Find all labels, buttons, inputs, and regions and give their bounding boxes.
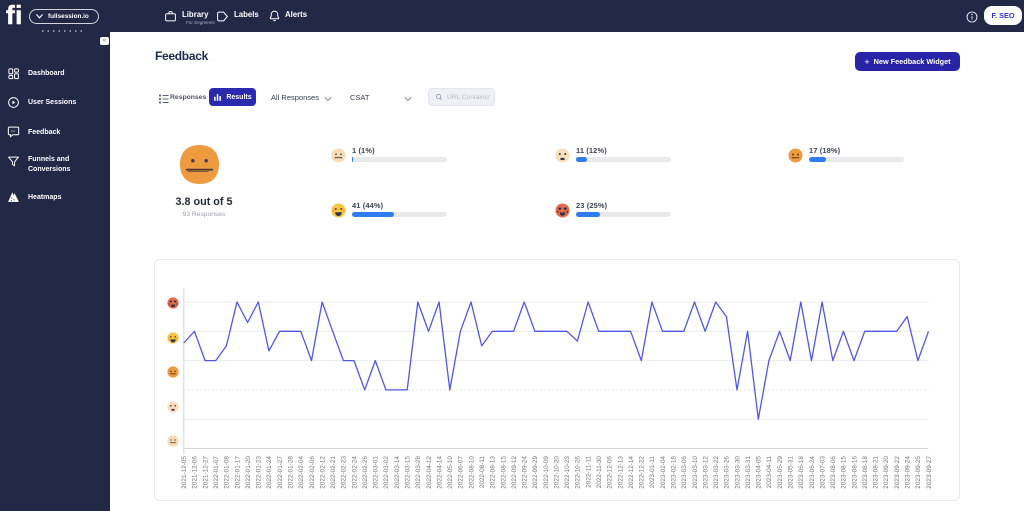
svg-text:2022-08-11: 2022-08-11	[479, 456, 486, 489]
svg-text:2022-01-07: 2022-01-07	[213, 456, 220, 489]
svg-text:2022-11-30: 2022-11-30	[596, 456, 603, 489]
svg-text:2023-06-18: 2023-06-18	[798, 456, 805, 489]
svg-text:2022-04-14: 2022-04-14	[436, 456, 443, 489]
svg-text:2023-09-25: 2023-09-25	[915, 456, 922, 489]
svg-text:2022-06-07: 2022-06-07	[458, 456, 465, 489]
svg-text:2022-01-17: 2022-01-17	[234, 456, 241, 489]
svg-text:2022-03-14: 2022-03-14	[394, 456, 401, 489]
svg-text:2023-05-29: 2023-05-29	[777, 456, 784, 489]
svg-text:2023-09-27: 2023-09-27	[926, 456, 933, 489]
svg-text:2022-12-22: 2022-12-22	[639, 456, 646, 489]
svg-text:2022-02-06: 2022-02-06	[309, 456, 316, 489]
svg-text:2023-02-04: 2023-02-04	[660, 456, 667, 489]
svg-text:2022-10-09: 2022-10-09	[543, 456, 550, 489]
svg-text:2022-02-21: 2022-02-21	[330, 456, 337, 489]
svg-text:2022-01-24: 2022-01-24	[266, 456, 273, 489]
svg-text:2023-09-22: 2023-09-22	[894, 456, 901, 489]
svg-text:2023-06-24: 2023-06-24	[809, 456, 816, 489]
svg-text:2022-10-23: 2022-10-23	[564, 456, 571, 489]
svg-text:2022-01-20: 2022-01-20	[245, 456, 252, 489]
svg-text:2022-08-15: 2022-08-15	[500, 456, 507, 489]
svg-text:2022-11-11: 2022-11-11	[585, 456, 592, 488]
svg-text:2022-08-13: 2022-08-13	[490, 456, 497, 489]
svg-text:2022-01-08: 2022-01-08	[224, 456, 231, 489]
svg-text:2023-08-15: 2023-08-15	[841, 456, 848, 489]
svg-text:2023-08-18: 2023-08-18	[862, 456, 869, 489]
svg-text:2023-04-11: 2023-04-11	[766, 456, 773, 489]
svg-text:2023-01-11: 2023-01-11	[649, 456, 656, 489]
svg-text:2023-03-12: 2023-03-12	[702, 456, 709, 489]
svg-text:2023-08-06: 2023-08-06	[830, 456, 837, 489]
svg-text:2022-12-14: 2022-12-14	[628, 456, 635, 489]
svg-text:2022-09-12: 2022-09-12	[511, 456, 518, 489]
svg-text:2022-03-02: 2022-03-02	[383, 456, 390, 489]
svg-text:2022-03-28: 2022-03-28	[415, 456, 422, 489]
svg-text:2023-03-06: 2023-03-06	[681, 456, 688, 489]
svg-text:2021-12-27: 2021-12-27	[202, 456, 209, 489]
svg-text:2022-09-24: 2022-09-24	[522, 456, 529, 489]
svg-text:2023-08-16: 2023-08-16	[851, 456, 858, 489]
svg-text:2023-09-20: 2023-09-20	[883, 456, 890, 489]
svg-text:2023-04-05: 2023-04-05	[756, 456, 763, 489]
svg-text:2022-09-29: 2022-09-29	[532, 456, 539, 489]
svg-text:2022-04-12: 2022-04-12	[426, 456, 433, 489]
svg-text:2022-05-10: 2022-05-10	[447, 456, 454, 489]
svg-text:2023-03-31: 2023-03-31	[745, 456, 752, 489]
svg-text:2023-03-22: 2023-03-22	[713, 456, 720, 489]
svg-text:2023-03-30: 2023-03-30	[734, 456, 741, 489]
svg-text:2022-12-06: 2022-12-06	[607, 456, 614, 489]
svg-text:2022-02-26: 2022-02-26	[362, 456, 369, 489]
svg-text:2022-03-01: 2022-03-01	[373, 456, 380, 489]
svg-text:2021-12-06: 2021-12-06	[192, 456, 199, 489]
svg-text:2023-09-24: 2023-09-24	[905, 456, 912, 489]
svg-text:2023-02-18: 2023-02-18	[671, 456, 678, 489]
svg-text:2022-02-04: 2022-02-04	[298, 456, 305, 489]
svg-text:2022-10-20: 2022-10-20	[554, 456, 561, 489]
svg-text:2023-03-10: 2023-03-10	[692, 456, 699, 489]
svg-text:2021-12-05: 2021-12-05	[181, 456, 188, 489]
svg-text:2023-05-31: 2023-05-31	[788, 456, 795, 489]
svg-text:2022-12-13: 2022-12-13	[617, 456, 624, 489]
svg-text:2022-03-15: 2022-03-15	[405, 456, 412, 489]
svg-text:2022-02-12: 2022-02-12	[319, 456, 326, 489]
svg-text:2022-02-23: 2022-02-23	[341, 456, 348, 489]
svg-text:2022-08-10: 2022-08-10	[468, 456, 475, 489]
svg-text:2023-08-21: 2023-08-21	[873, 456, 880, 489]
svg-text:2022-10-26: 2022-10-26	[575, 456, 582, 489]
svg-text:2022-01-27: 2022-01-27	[277, 456, 284, 489]
svg-text:2022-01-23: 2022-01-23	[256, 456, 263, 489]
svg-text:2023-07-03: 2023-07-03	[819, 456, 826, 489]
svg-text:2022-01-28: 2022-01-28	[288, 456, 295, 489]
svg-text:2022-02-24: 2022-02-24	[351, 456, 358, 489]
svg-text:2023-03-26: 2023-03-26	[724, 456, 731, 489]
